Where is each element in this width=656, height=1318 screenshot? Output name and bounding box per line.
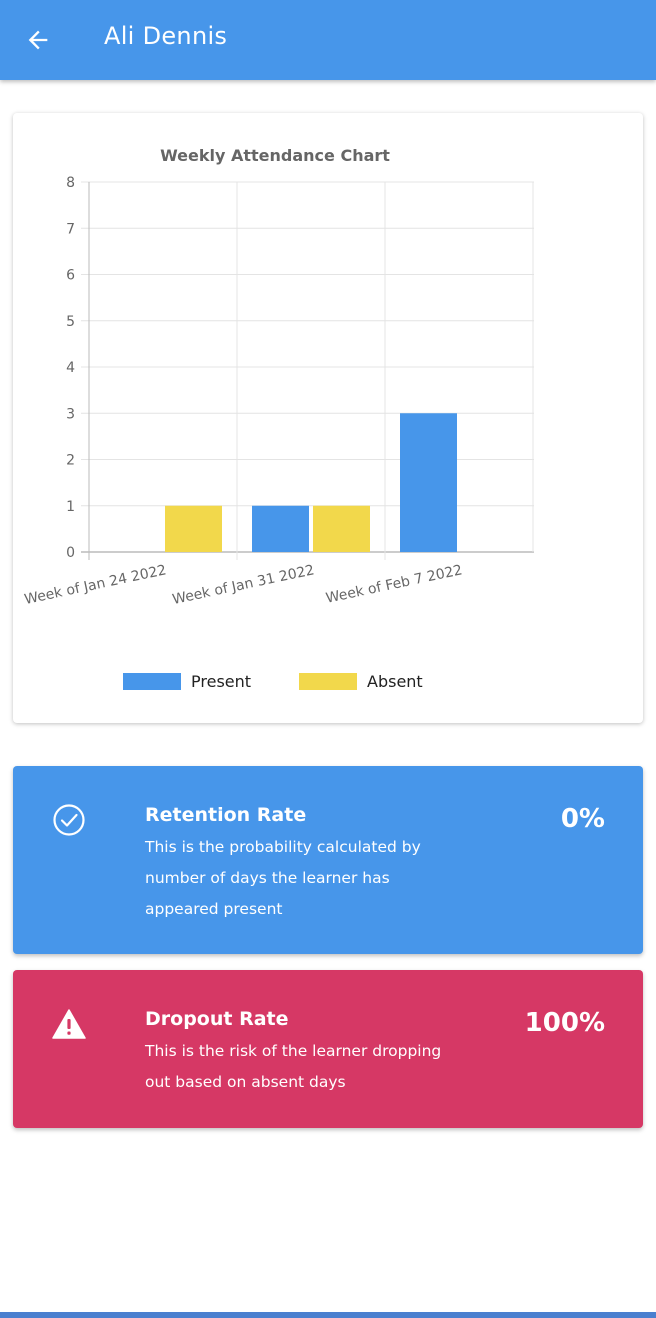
legend-swatch-absent <box>299 673 357 690</box>
chart-title: Weekly Attendance Chart <box>160 146 390 165</box>
attendance-chart-card: 0 1 2 3 4 5 6 7 8 Week of Jan 24 2022 Week of Jan … <box>13 113 643 723</box>
retention-rate-value: 0% <box>560 804 605 834</box>
back-button[interactable] <box>18 20 58 60</box>
bar-absent-0 <box>165 505 222 552</box>
y-tick-label: 1 <box>66 499 75 515</box>
attendance-chart: 0 1 2 3 4 5 6 7 8 Week of Jan 24 2022 Week of Jan … <box>23 146 534 691</box>
check-circle-icon <box>53 804 85 836</box>
dropout-rate-title: Dropout Rate <box>145 1008 289 1030</box>
dropout-rate-card: Dropout Rate This is the risk of the lea… <box>13 970 643 1128</box>
legend-label-absent: Absent <box>367 672 423 691</box>
y-tick-label: 7 <box>66 221 75 237</box>
legend-label-present: Present <box>191 672 251 691</box>
bar-present-2 <box>400 413 457 552</box>
dropout-rate-description: This is the risk of the learner dropping… <box>145 1042 442 1091</box>
x-tick-label: Week of Jan 24 2022 <box>23 562 168 608</box>
y-tick-label: 4 <box>66 360 75 376</box>
retention-rate-card: Retention Rate This is the probability c… <box>13 766 643 954</box>
bar-present-1 <box>252 505 309 552</box>
bottom-edge-bar <box>0 1312 656 1318</box>
app-bar: Ali Dennis <box>0 0 656 80</box>
x-tick-label: Week of Jan 31 2022 <box>171 562 316 608</box>
page-title: Ali Dennis <box>104 22 228 50</box>
warning-icon <box>52 1009 86 1039</box>
y-tick-label: 6 <box>66 268 75 284</box>
retention-rate-description: This is the probability calculated by nu… <box>145 838 421 918</box>
legend-swatch-present <box>123 673 181 690</box>
y-tick-label: 2 <box>66 453 75 469</box>
retention-rate-title: Retention Rate <box>145 804 307 826</box>
bar-absent-1 <box>313 505 370 552</box>
x-tick-label: Week of Feb 7 2022 <box>325 562 464 607</box>
y-tick-label: 5 <box>66 314 75 330</box>
y-tick-label: 8 <box>66 175 75 191</box>
y-tick-label: 3 <box>66 406 75 422</box>
arrow-left-icon <box>28 30 48 50</box>
dropout-rate-value: 100% <box>524 1008 605 1038</box>
y-tick-label: 0 <box>66 545 75 561</box>
